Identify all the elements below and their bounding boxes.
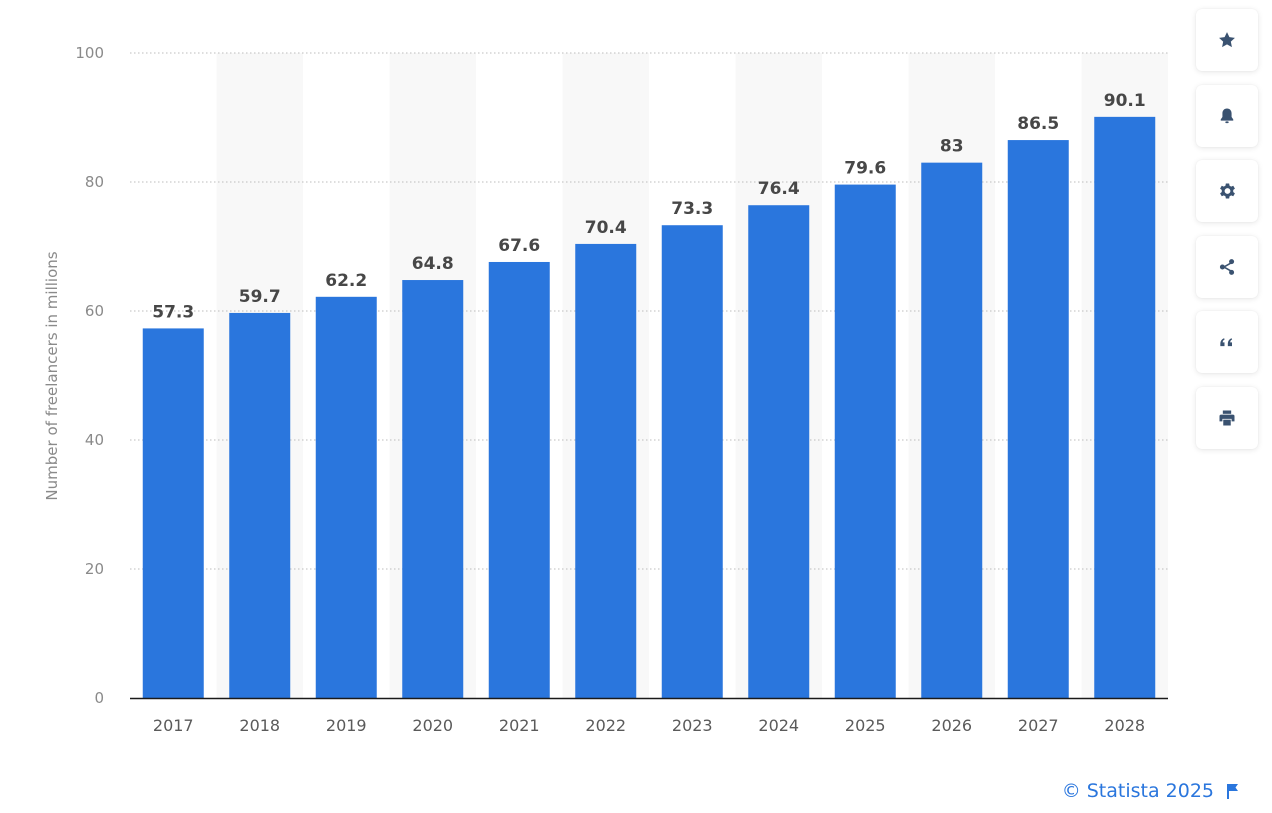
bar-2019[interactable] (315, 296, 377, 698)
value-label: 67.6 (498, 236, 540, 256)
x-tick-label: 2020 (412, 716, 453, 735)
value-label: 86.5 (1017, 114, 1059, 134)
printer-icon (1219, 410, 1235, 425)
x-tick-label: 2021 (499, 716, 540, 735)
bar-chart: 57.3 59.7 62.2 64.8 67.6 70.4 73.3 76.4 79.6 83 86… (43, 44, 1168, 735)
x-tick-label: 2024 (758, 716, 799, 735)
chart-toolbar (1196, 9, 1259, 462)
bar-2027[interactable] (1007, 140, 1069, 698)
value-label: 62.2 (325, 271, 367, 291)
bar-2022[interactable] (575, 243, 637, 699)
share-icon (1219, 258, 1235, 275)
star-icon (1219, 32, 1235, 48)
y-tick-label: 20 (85, 560, 104, 578)
bar-2020[interactable] (402, 280, 464, 698)
y-tick-label: 40 (85, 431, 104, 449)
bar-2024[interactable] (748, 205, 810, 698)
copyright-text: © Statista 2025 (1061, 780, 1214, 802)
value-label: 76.4 (758, 179, 800, 199)
x-tick-label: 2017 (153, 716, 194, 735)
favorite-button[interactable] (1196, 9, 1258, 71)
bar-2017[interactable] (142, 328, 204, 698)
y-tick-label: 100 (75, 44, 104, 62)
bar-2021[interactable] (488, 261, 550, 698)
share-button[interactable] (1196, 235, 1258, 298)
value-label: 57.3 (152, 302, 194, 322)
y-tick-label: 60 (85, 302, 104, 320)
value-label: 64.8 (412, 254, 454, 274)
x-tick-label: 2026 (931, 716, 972, 735)
x-tick-label: 2019 (326, 716, 367, 735)
value-label: 73.3 (671, 199, 713, 219)
statista-copyright-link[interactable]: © Statista 2025 (1062, 779, 1240, 803)
flag-icon (1227, 784, 1238, 799)
bar-2018[interactable] (229, 312, 291, 698)
value-label: 59.7 (239, 287, 281, 307)
x-tick-label: 2023 (672, 716, 713, 735)
settings-button[interactable] (1196, 160, 1258, 222)
x-tick-label: 2027 (1018, 716, 1059, 735)
x-tick-label: 2022 (585, 716, 626, 735)
gear-icon (1220, 183, 1235, 199)
y-tick-label: 0 (94, 689, 104, 707)
value-label: 70.4 (585, 218, 627, 238)
x-tick-label: 2025 (845, 716, 886, 735)
cite-button[interactable] (1196, 311, 1258, 373)
value-label: 83 (940, 137, 964, 157)
x-tick-label: 2018 (239, 716, 280, 735)
print-button[interactable] (1196, 386, 1258, 449)
value-label: 90.1 (1104, 91, 1146, 111)
x-tick-label: 2028 (1104, 716, 1145, 735)
bar-2028[interactable] (1094, 116, 1156, 699)
quote-icon (1220, 338, 1233, 347)
bar-2023[interactable] (661, 225, 723, 698)
bell-icon (1220, 108, 1234, 123)
bar-2026[interactable] (921, 162, 983, 698)
chart-area: 57.3 59.7 62.2 64.8 67.6 70.4 73.3 76.4 79.6 83 86… (43, 44, 1168, 735)
y-tick-label: 80 (85, 173, 104, 191)
notification-button[interactable] (1196, 84, 1258, 147)
bar-2025[interactable] (834, 184, 896, 698)
y-axis-title: Number of freelancers in millions (43, 251, 61, 500)
value-label: 79.6 (844, 159, 886, 179)
